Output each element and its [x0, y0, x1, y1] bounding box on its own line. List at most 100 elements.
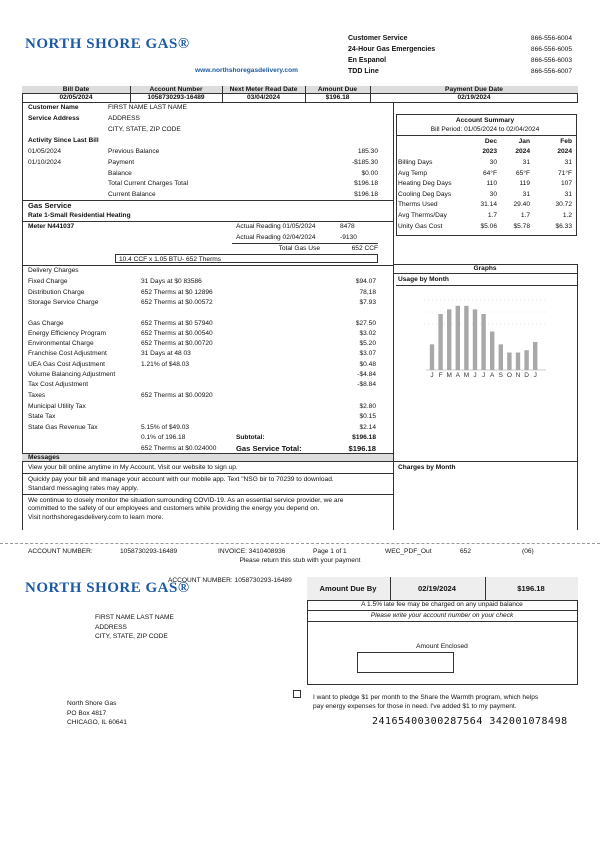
bar — [490, 331, 495, 370]
checkbox — [293, 690, 301, 698]
note: Please return this stub with your paymen… — [239, 557, 361, 564]
label: State Gas Revenue Tax — [28, 424, 98, 431]
box — [22, 86, 578, 94]
items: committed to the safety of our employees… — [28, 505, 320, 512]
rows: 1.7 — [520, 212, 530, 219]
amount: -$8.84 — [357, 381, 376, 388]
x-tick-label: F — [439, 372, 443, 379]
rows: 30.72 — [555, 201, 572, 209]
address-label: Service Address — [28, 115, 80, 122]
title: Gas Service — [28, 201, 72, 210]
amount: $0.48 — [359, 361, 376, 368]
logo: NORTH SHORE GAS® — [25, 36, 190, 52]
label: Actual Reading 02/04/2024 — [236, 234, 316, 241]
rows: Therms Used — [398, 201, 438, 209]
detail: 652 Therms at $0 12896 — [141, 289, 213, 296]
rows: 107 — [560, 180, 572, 188]
rows: Cooling Deg Days — [398, 190, 452, 198]
month: Dec — [484, 138, 497, 145]
columns: Next Meter Read Date — [229, 86, 298, 93]
bar — [438, 314, 443, 370]
rows: Billing Days — [398, 159, 433, 166]
rows: $6.33 — [555, 222, 572, 230]
amount: $27.50 — [355, 320, 376, 327]
amount: $2.14 — [359, 424, 376, 431]
x-tick-label: O — [507, 372, 512, 379]
phone: 866-556-6003 — [530, 57, 572, 64]
columns: Payment Due Date — [445, 86, 503, 93]
label: Storage Service Charge — [28, 299, 99, 306]
period: Bill Period: 01/05/2024 to 02/04/2024 — [430, 126, 540, 133]
month: Feb — [560, 138, 572, 145]
rows: 71°F — [558, 169, 572, 177]
x-tick-label: A — [456, 372, 461, 379]
cut-line — [0, 543, 600, 544]
rule — [307, 610, 578, 611]
year: 2023 — [482, 148, 497, 155]
x-tick-label: J — [430, 372, 433, 379]
name-label: Customer Name — [28, 104, 79, 111]
amount: $7.93 — [359, 299, 376, 306]
customer: CITY, STATE, ZIP CODE — [95, 633, 168, 640]
amount: $0.15 — [359, 413, 376, 420]
amount: -$185.30 — [351, 158, 378, 166]
box — [396, 114, 577, 236]
rows: 31 — [522, 159, 530, 166]
values: $196.18 — [325, 94, 350, 101]
total-label: Total Gas Use — [278, 245, 320, 252]
count: 652 — [460, 548, 472, 555]
amount: $0.00 — [361, 169, 378, 177]
band — [22, 453, 393, 462]
bar — [533, 342, 538, 370]
label: Gas Charge — [28, 320, 64, 327]
charges-title: Charges by Month — [398, 464, 456, 471]
divider — [130, 86, 131, 103]
label: Volume Balancing Adjustment — [28, 371, 116, 378]
phone: 866-556-6007 — [530, 68, 572, 75]
rows: Avg Therms/Day — [398, 212, 447, 219]
due-date: 02/19/2024 — [417, 584, 457, 593]
date: 01/05/2024 — [28, 148, 62, 155]
remit: North Shore Gas — [67, 700, 117, 707]
label: Tax Cost Adjustment — [28, 381, 89, 388]
columns: Amount Due — [317, 86, 358, 93]
label: Previous Balance — [108, 148, 160, 155]
x-tick-label: D — [524, 372, 529, 379]
columns: Bill Date — [62, 86, 90, 93]
rule — [22, 200, 393, 201]
bar — [455, 305, 460, 370]
rows: 119 — [519, 180, 530, 188]
rows: 31 — [522, 190, 530, 198]
amount: $3.07 — [359, 350, 376, 357]
rows: 1.2 — [562, 212, 572, 219]
detail: 652 Therms at $0.00540 — [141, 330, 213, 337]
month: Jan — [518, 138, 530, 145]
detail: 1.21% of $48.03 — [141, 361, 190, 368]
input-box — [357, 652, 454, 673]
value: 8478 — [340, 223, 355, 230]
label: Distribution Charge — [28, 289, 85, 296]
x-tick-label: N — [516, 372, 521, 379]
rows: Avg Temp — [398, 169, 428, 177]
band — [307, 577, 578, 601]
label: Environmental Charge — [28, 340, 94, 347]
name: FIRST NAME LAST NAME — [108, 104, 187, 111]
value: -9130 — [340, 234, 357, 241]
rows: 1.7 — [487, 212, 497, 219]
total-label: Gas Service Total: — [236, 444, 302, 453]
detail: 31 Days at $0 83586 — [141, 278, 202, 285]
detail: 652 Therms at $0.024000 — [141, 445, 217, 452]
invoice: INVOICE: 3410408936 — [218, 548, 286, 555]
divider — [222, 86, 223, 103]
divider — [485, 577, 486, 601]
label: Franchise Cost Adjustment — [28, 350, 107, 357]
values: 02/05/2024 — [59, 94, 93, 101]
rule — [396, 285, 577, 286]
divider — [390, 577, 391, 601]
x-tick-label: J — [534, 372, 537, 379]
rows: 31.14 — [480, 201, 497, 209]
rows: 64°F — [483, 169, 497, 177]
scanline: 24165400300287564 342001078498 — [372, 716, 568, 727]
items: Visit northshoregasdelivery.com to learn… — [28, 513, 164, 521]
